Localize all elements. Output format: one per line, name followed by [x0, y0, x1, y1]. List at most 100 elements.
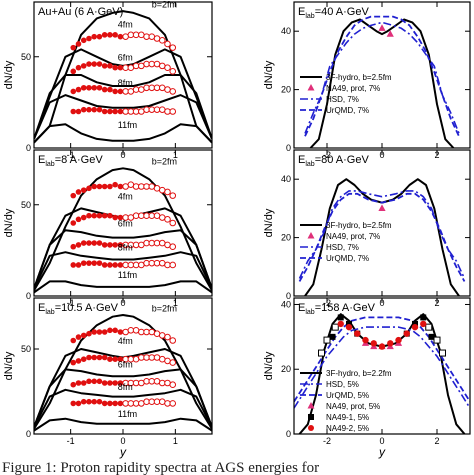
point-filled-2-4	[91, 354, 98, 361]
point-circle-5-2	[354, 330, 361, 337]
point-filled-0-4	[91, 183, 98, 190]
curve-label-2: 6fm	[118, 360, 133, 370]
point-filled-0-2	[80, 332, 87, 339]
curve-label-2: 6fm	[118, 52, 133, 62]
point-filled-6-8	[112, 262, 118, 268]
point-filled-6-6	[101, 108, 108, 115]
point-circle-5-4	[370, 340, 377, 347]
point-filled-0-3	[86, 185, 92, 192]
xtick-label-2: 1	[173, 436, 178, 446]
legend-right-mid: 3F-hydro, b=2.5fm NA49, prot, 7% HSD, 7% Ur…	[300, 221, 392, 263]
point-filled-2-2	[80, 214, 87, 221]
ytick-label-2: 40	[281, 26, 291, 36]
point-square-1-2	[346, 320, 352, 327]
curve-solid-0	[309, 18, 455, 148]
point-circle-5-3	[362, 336, 369, 344]
curve-dashed-2	[304, 15, 460, 137]
panel-title-left-top: Au+Au (6 A·GeV)	[38, 6, 123, 18]
ylabel-right-bottom: dN/dy	[263, 351, 275, 380]
ytick-label-1: 50	[21, 200, 31, 210]
curve-dashed-2	[294, 316, 470, 403]
curve-label-1: 4fm	[118, 336, 133, 346]
point-filled-0-4	[91, 329, 98, 335]
legend-right-top: 3F-hydro, b=2.5fm NA49, prot, 7% HSD, 7% Ur…	[300, 73, 392, 115]
point-filled-4-8	[112, 88, 118, 95]
legend-swatch-4	[308, 414, 314, 420]
point-filled-4-3	[86, 240, 92, 246]
point-filled-0-8	[112, 32, 118, 38]
xtick-label-0: -1	[67, 436, 75, 446]
point-square-1-0	[329, 333, 336, 340]
legend-entry-2: HSD, 7%	[326, 95, 359, 104]
legend-entry-1: NA49, prot, 7%	[326, 84, 380, 93]
point-triangle-0-0	[378, 204, 386, 211]
point-circle-5-9	[411, 323, 419, 331]
point-filled-0-0	[70, 192, 77, 199]
legend-entry-0: 3F-hydro, b=2.5fm	[326, 221, 392, 230]
ylabel-right-mid: dN/dy	[263, 208, 275, 237]
point-circle-5-7	[395, 336, 402, 344]
xlabel-left-bottom: y	[119, 445, 127, 459]
curve-label-1: 4fm	[118, 20, 133, 30]
plot-area-right-top	[304, 15, 460, 148]
point-filled-4-3	[86, 84, 92, 91]
ytick-label-1: 50	[21, 52, 31, 62]
point-filled-2-7	[107, 356, 113, 363]
point-square-2-1	[412, 320, 418, 327]
legend-entry-3: UrQMD, 7%	[326, 254, 369, 263]
ytick-label-0: 0	[286, 429, 291, 439]
panel-left-bottom: -1 0 1 0 50 dN/dy y Elab=10.5 A·GeV b=2fm 4fm 6fm 8…	[3, 297, 213, 459]
point-filled-4-2	[80, 84, 87, 91]
curve-dashed-2	[298, 192, 466, 282]
point-filled-4-6	[101, 242, 108, 248]
point-opensquare-3-2	[331, 323, 339, 331]
point-opensquare-4-1	[433, 336, 441, 344]
point-filled-0-5	[96, 329, 103, 335]
point-opensquare-4-2	[439, 349, 446, 357]
point-open-3-9	[169, 359, 177, 366]
point-filled-2-8	[112, 356, 118, 363]
ytick-label-1: 20	[281, 233, 291, 243]
point-filled-6-4	[91, 106, 98, 113]
ylabel-left-top: dN/dy	[3, 60, 15, 89]
point-filled-4-3	[86, 378, 92, 385]
point-opensquare-3-0	[318, 349, 325, 357]
point-filled-6-9	[117, 108, 124, 115]
point-triangle-0-0	[378, 24, 386, 31]
point-open-7-9	[169, 400, 177, 407]
point-filled-4-0	[70, 381, 77, 388]
point-filled-6-0	[70, 108, 77, 115]
point-open-1-8	[164, 188, 171, 196]
curve-label-0: b=2fm	[152, 0, 177, 9]
point-filled-0-1	[75, 189, 82, 195]
point-open-5-9	[169, 243, 177, 251]
xtick-label-1: 0	[120, 436, 125, 446]
point-filled-6-2	[80, 106, 87, 113]
point-filled-2-1	[75, 358, 82, 364]
point-filled-6-1	[75, 262, 82, 268]
point-circle-5-5	[378, 343, 386, 350]
point-filled-2-5	[96, 61, 103, 67]
point-circle-5-0	[337, 320, 344, 328]
curve-solid-2	[34, 368, 212, 428]
point-filled-0-7	[107, 183, 113, 190]
point-filled-0-9	[117, 329, 124, 335]
point-open-3-8	[164, 64, 171, 71]
curve-label-4: 11fm	[118, 120, 137, 130]
ytick-label-0: 0	[26, 429, 31, 439]
point-filled-0-6	[101, 32, 108, 38]
figure-caption: Figure 1: Proton rapidity spectra at AGS…	[2, 460, 319, 475]
point-filled-2-0	[70, 359, 77, 366]
ytick-label-0: 0	[286, 291, 291, 301]
point-circle-5-1	[345, 323, 353, 331]
legend-entry-0: 3F-hydro, b=2.5fm	[326, 73, 392, 82]
point-filled-2-2	[80, 63, 87, 69]
plot-area-left-bottom	[34, 314, 212, 432]
ytick-label-2: 40	[281, 174, 291, 184]
curve-label-3: 8fm	[118, 78, 133, 88]
curve-label-3: 8fm	[118, 242, 133, 252]
curve-label-4: 11fm	[118, 409, 137, 419]
point-filled-6-7	[107, 262, 113, 268]
